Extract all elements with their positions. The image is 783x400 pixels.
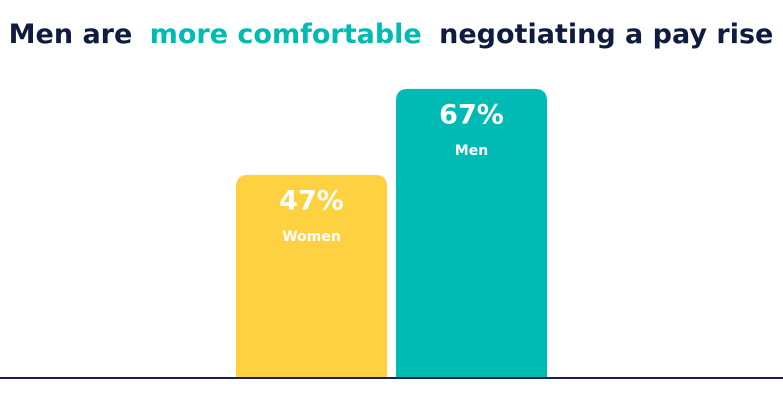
category-label: Men [455, 143, 488, 159]
title-part: negotiating a pay rise [439, 19, 773, 50]
title-highlight: more comfortable [150, 19, 422, 50]
value-label: 67% [439, 99, 504, 130]
title-part: Men are [9, 19, 133, 50]
chart-title: Men are more comfortable negotiating a p… [9, 19, 774, 50]
bar [236, 174, 387, 377]
bar [396, 88, 547, 378]
value-label: 47% [279, 185, 344, 216]
category-label: Women [282, 229, 341, 245]
